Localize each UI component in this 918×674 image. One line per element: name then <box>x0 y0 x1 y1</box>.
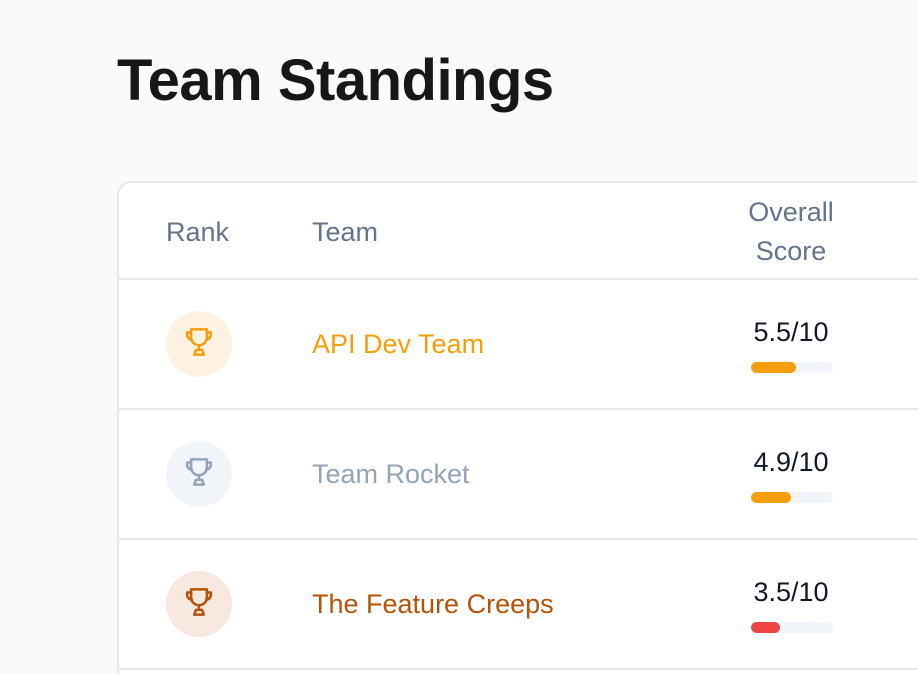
header-rank[interactable]: Rank <box>166 217 230 247</box>
team-name-link[interactable]: Team Rocket <box>312 459 470 489</box>
trophy-icon <box>180 323 218 366</box>
score-progress-fill <box>751 362 797 373</box>
table-row[interactable]: API Dev Team 5.5/10 <box>119 280 918 410</box>
score-progress-bar <box>751 492 833 503</box>
score-value: 5.5/10 <box>753 317 829 347</box>
header-overall-score[interactable]: Overall Score <box>731 193 851 271</box>
trophy-icon <box>180 583 218 626</box>
score-progress-fill <box>751 492 792 503</box>
header-score-line2: Score <box>755 236 827 266</box>
score-value: 3.5/10 <box>753 577 829 607</box>
score-progress-fill <box>751 622 780 633</box>
table-header: Rank Team Overall Score <box>119 183 918 280</box>
page-title: Team Standings <box>117 48 554 113</box>
score-progress-bar <box>751 622 833 633</box>
team-name-link[interactable]: API Dev Team <box>312 329 485 359</box>
rank-badge <box>166 441 232 507</box>
rank-badge <box>166 311 232 377</box>
table-row[interactable]: Team Rocket 4.9/10 <box>119 410 918 540</box>
header-team[interactable]: Team <box>312 217 379 247</box>
standings-table: Rank Team Overall Score API <box>117 181 918 674</box>
rank-badge <box>166 571 232 637</box>
header-score-line1: Overall <box>748 197 834 227</box>
score-progress-bar <box>751 362 833 373</box>
table-row[interactable]: The Feature Creeps 3.5/10 <box>119 540 918 670</box>
team-name-link[interactable]: The Feature Creeps <box>312 589 554 619</box>
score-value: 4.9/10 <box>753 447 829 477</box>
trophy-icon <box>180 453 218 496</box>
